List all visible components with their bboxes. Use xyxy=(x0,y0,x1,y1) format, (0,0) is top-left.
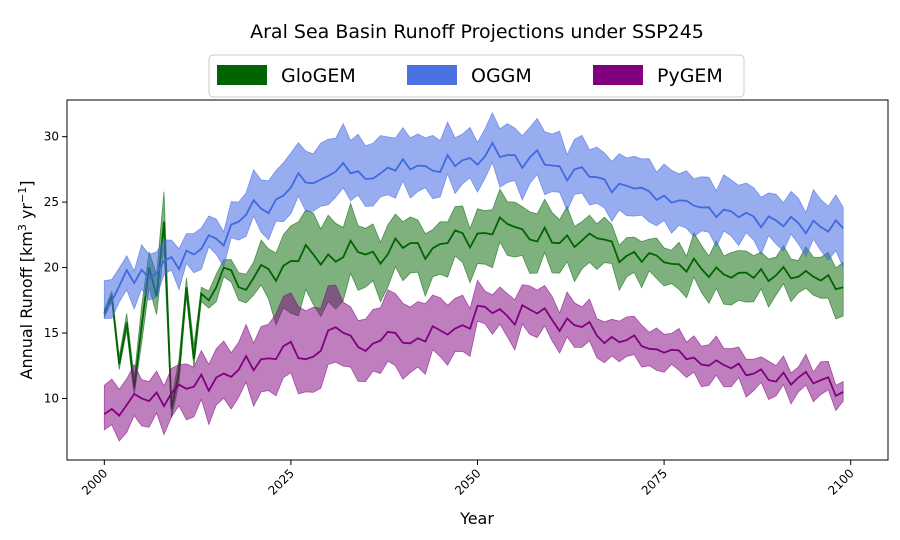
series-pygem xyxy=(103,279,844,442)
x-axis: 2000 2025 2050 2075 2100 xyxy=(79,460,857,498)
y-tick-label: 15 xyxy=(44,326,59,340)
series-oggm xyxy=(103,111,844,320)
legend-label-pygem: PyGEM xyxy=(657,65,723,87)
pygem-band xyxy=(103,279,844,442)
glogem-band xyxy=(103,188,844,419)
y-tick-label: 25 xyxy=(44,195,59,209)
y-tick-label: 20 xyxy=(44,261,59,275)
oggm-mean-line xyxy=(103,141,844,311)
legend: GloGEM OGGM PyGEM xyxy=(208,54,745,98)
series-layer xyxy=(103,111,844,442)
x-tick-label: 2050 xyxy=(452,466,483,497)
x-tick-label: 2075 xyxy=(639,466,670,497)
x-axis-label: Year xyxy=(459,509,494,528)
legend-label-oggm: OGGM xyxy=(471,65,532,87)
y-tick-label: 30 xyxy=(44,130,59,144)
pygem-mean-line xyxy=(103,303,844,417)
y-tick-label: 10 xyxy=(44,391,59,405)
legend-swatch-glogem xyxy=(217,65,267,85)
y-axis: 10 15 20 25 30 xyxy=(44,130,67,405)
series-glogem xyxy=(103,188,844,419)
x-tick-label: 2025 xyxy=(266,466,297,497)
glogem-mean-line xyxy=(103,216,844,410)
legend-label-glogem: GloGEM xyxy=(281,65,356,87)
legend-swatch-oggm xyxy=(407,65,457,85)
chart-title: Aral Sea Basin Runoff Projections under … xyxy=(250,21,704,43)
x-tick-label: 2000 xyxy=(79,466,110,497)
x-tick-label: 2100 xyxy=(825,466,856,497)
y-axis-label: Annual Runoff [km3 yr−1] xyxy=(16,181,37,380)
legend-swatch-pygem xyxy=(593,65,643,85)
oggm-band xyxy=(103,111,844,320)
